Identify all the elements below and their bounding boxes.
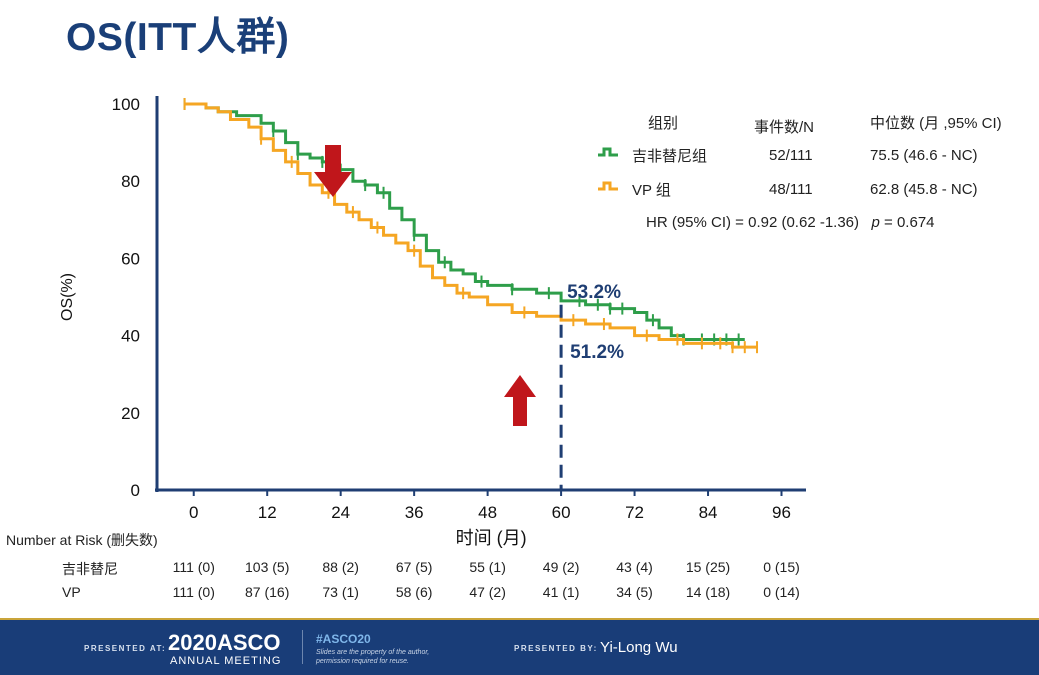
axes-layer: 0 20 40 60 80 100 0 12 24 36 48 60 72 84 96 OS(%) 时间 (月) xyxy=(59,95,806,548)
risk-cell: 111 (0) xyxy=(172,559,215,575)
up-arrow-icon xyxy=(504,375,536,426)
presented-by-label: PRESENTED BY: xyxy=(514,644,598,653)
x-tick-label: 12 xyxy=(258,503,277,522)
risk-cell: 0 (15) xyxy=(763,559,800,575)
x-tick-label: 48 xyxy=(478,503,497,522)
legend-orange-swatch-icon xyxy=(598,181,618,191)
hazard-ratio-text: HR (95% CI) = 0.92 (0.62 -1.36) p = 0.67… xyxy=(646,214,935,231)
risk-cell: 15 (25) xyxy=(685,559,731,575)
p-label: p xyxy=(871,214,880,231)
y-axis-label: OS(%) xyxy=(59,273,76,321)
risk-cell: 58 (6) xyxy=(395,584,433,600)
presented-at-label: PRESENTED AT: xyxy=(84,644,167,653)
legend-green-swatch-icon xyxy=(598,147,618,157)
series-line-0 xyxy=(184,102,745,341)
x-tick-label: 0 xyxy=(189,503,198,522)
risk-cell: 47 (2) xyxy=(469,584,506,600)
risk-cell: 0 (14) xyxy=(763,584,800,600)
annual-meeting-text: ANNUAL MEETING xyxy=(170,655,282,667)
legend-row-gefitinib-group: 吉非替尼组 xyxy=(632,148,708,165)
series-line-1 xyxy=(184,102,758,349)
hr-value: HR (95% CI) = 0.92 (0.62 -1.36) xyxy=(646,214,860,231)
hashtag: #ASCO20 xyxy=(316,632,371,646)
x-tick-label: 84 xyxy=(699,503,718,522)
y-tick-label: 60 xyxy=(121,249,140,268)
risk-row-label-vp: VP xyxy=(62,584,81,600)
series-layer xyxy=(183,98,759,354)
footer-divider xyxy=(302,630,303,664)
x-tick-label: 96 xyxy=(772,503,791,522)
presenter-name: Yi-Long Wu xyxy=(600,639,678,656)
x-tick-label: 72 xyxy=(625,503,644,522)
risk-cell: 34 (5) xyxy=(616,584,653,600)
asco-logo-text: 2020ASCO xyxy=(168,630,281,655)
legend-row-gefitinib-events: 52/111 xyxy=(769,147,813,164)
reuse-note: Slides are the property of the author, p… xyxy=(316,649,430,665)
risk-cell: 41 (1) xyxy=(542,584,580,600)
y-tick-label: 80 xyxy=(121,172,140,191)
legend-header-median: 中位数 (月 ,95% CI) xyxy=(870,115,1002,132)
y-tick-label: 20 xyxy=(121,404,140,423)
legend-header-events: 事件数/N xyxy=(754,119,815,136)
risk-table-title: Number at Risk (删失数) xyxy=(6,532,158,548)
y-tick-label: 40 xyxy=(121,327,140,346)
risk-row-label-gefitinib: 吉非替尼 xyxy=(62,561,118,577)
x-tick-label: 60 xyxy=(552,503,571,522)
annotation-layer: 53.2% 51.2% xyxy=(314,145,624,490)
down-arrow-icon xyxy=(314,145,352,197)
risk-cell: 111 (0) xyxy=(172,584,215,600)
km-chart: 0 20 40 60 80 100 0 12 24 36 48 60 72 84 96 OS(%) 时间 (月)… xyxy=(59,95,806,548)
y-tick-label: 0 xyxy=(131,481,140,500)
annotation-green-60: 53.2% xyxy=(567,282,621,303)
legend-row-vp-group: VP 组 xyxy=(632,182,671,199)
risk-cell: 49 (2) xyxy=(542,559,580,575)
footer-bar: PRESENTED AT: 2020ASCO ANNUAL MEETING #A… xyxy=(0,618,1039,675)
risk-cell: 87 (16) xyxy=(245,584,290,600)
slide-title: OS(ITT人群) xyxy=(66,16,290,59)
x-tick-label: 36 xyxy=(405,503,424,522)
risk-cell: 43 (4) xyxy=(616,559,653,575)
x-axis-label: 时间 (月) xyxy=(456,528,527,548)
p-value: = 0.674 xyxy=(879,214,935,231)
legend-row-vp-median: 62.8 (45.8 - NC) xyxy=(870,181,978,198)
x-tick-label: 24 xyxy=(331,503,350,522)
y-tick-label: 100 xyxy=(112,95,140,114)
legend-header-group: 组别 xyxy=(648,115,679,132)
footer-gold-line xyxy=(0,618,1039,620)
legend-row-vp-events: 48/111 xyxy=(769,181,813,198)
risk-cell: 103 (5) xyxy=(245,559,290,575)
risk-cell: 67 (5) xyxy=(395,559,433,575)
annotation-orange-60: 51.2% xyxy=(570,342,624,363)
risk-cell: 73 (1) xyxy=(322,584,359,600)
legend-row-gefitinib-median: 75.5 (46.6 - NC) xyxy=(870,147,978,164)
risk-cell: 55 (1) xyxy=(469,559,506,575)
risk-cell: 88 (2) xyxy=(322,559,359,575)
risk-cell: 14 (18) xyxy=(685,584,731,600)
